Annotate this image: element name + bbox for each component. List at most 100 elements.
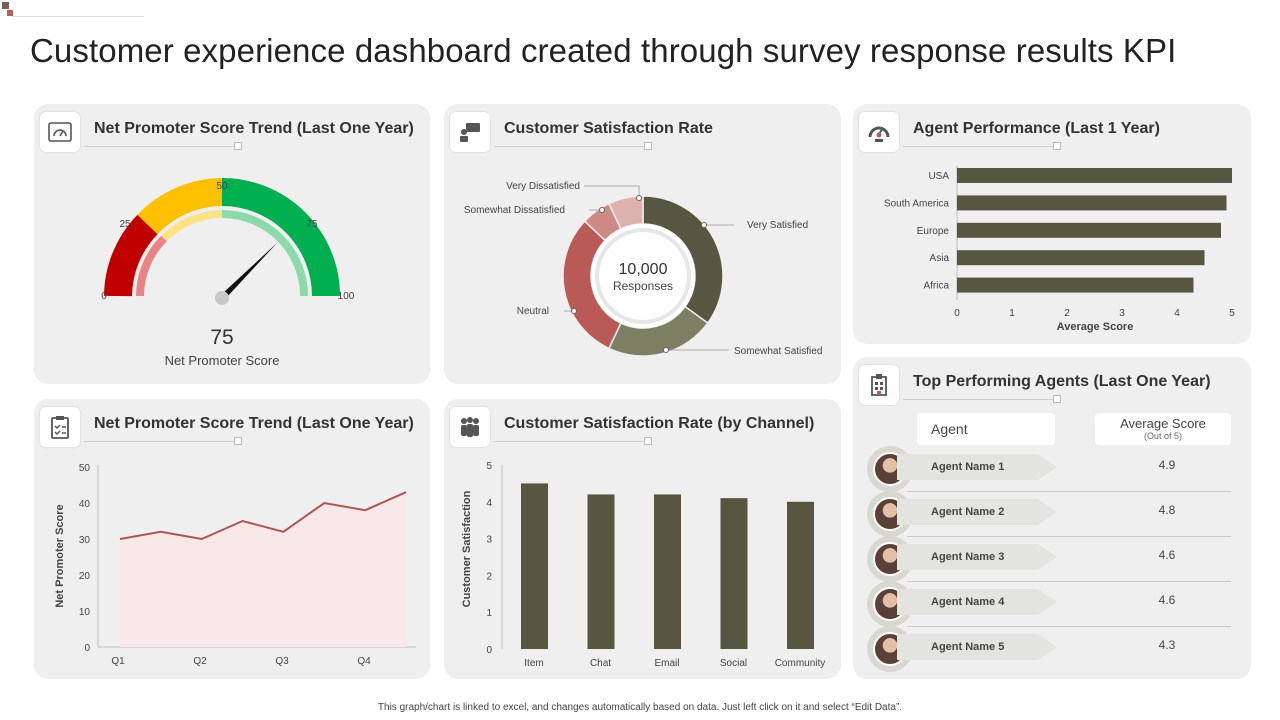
agent-name: Agent Name 1	[897, 454, 1057, 480]
nps-trend-card: Net Promoter Score Trend (Last One Year)…	[34, 399, 430, 679]
line-ytick-4: 40	[79, 499, 91, 510]
agent-row: Agent Name 3 4.6	[867, 534, 1231, 582]
speedometer-icon	[859, 112, 899, 152]
nps-gauge-card: Net Promoter Score Trend (Last One Year)…	[34, 104, 430, 384]
vbar-label-2: Email	[654, 658, 679, 669]
gauge-segment-green	[221, 178, 340, 297]
line-ytick-1: 10	[79, 607, 91, 618]
donut-label-very-satisfied: Very Satisfied	[747, 220, 808, 231]
agent-performance-card: Agent Performance (Last 1 Year) USA South…	[853, 104, 1251, 344]
agent-score: 4.3	[1158, 638, 1176, 652]
gauge-segment-yellow	[137, 178, 223, 235]
agent-score: 4.9	[1158, 458, 1176, 472]
agent-score: 4.6	[1158, 593, 1176, 607]
hbar-0	[957, 168, 1232, 183]
csat-donut-title: Customer Satisfaction Rate	[504, 120, 713, 137]
vbar-1	[587, 494, 615, 649]
people-icon	[450, 407, 490, 447]
hbar-label-3: Asia	[930, 253, 950, 264]
corner-divider	[12, 16, 144, 17]
line-xtick-0: Q1	[111, 656, 125, 667]
csat-channel-title: Customer Satisfaction Rate (by Channel)	[504, 415, 815, 432]
agent-performance-title: Agent Performance (Last 1 Year)	[913, 120, 1160, 137]
vbar-ytick-5: 5	[486, 461, 492, 472]
top-agents-title: Top Performing Agents (Last One Year)	[913, 373, 1211, 390]
vbar-0	[521, 483, 548, 649]
nps-trend-line	[119, 491, 407, 541]
hbar-xtick-1: 1	[1009, 308, 1015, 319]
hbar-2	[957, 222, 1221, 238]
hbar-label-0: USA	[928, 171, 949, 182]
hbar-4	[957, 277, 1194, 293]
gauge-icon	[40, 112, 80, 152]
agent-row: Agent Name 2 4.8	[867, 489, 1231, 537]
agent-row: Agent Name 5 4.3	[867, 624, 1231, 672]
gauge-segment-red	[104, 214, 158, 297]
csat-donut-card: Customer Satisfaction Rate 10,000 Respon…	[444, 104, 841, 384]
nps-caption: Net Promoter Score	[165, 353, 280, 368]
hbar-1	[957, 195, 1227, 211]
vbar-label-1: Chat	[590, 658, 611, 669]
agent-score: 4.8	[1158, 503, 1176, 517]
top-agents-card: Top Performing Agents (Last One Year) Ag…	[853, 357, 1251, 679]
donut-label-very-dissatisfied: Very Dissatisfied	[506, 181, 580, 192]
vbar-4	[787, 501, 814, 649]
page-title: Customer experience dashboard created th…	[30, 32, 1177, 69]
line-ytick-3: 30	[79, 535, 91, 546]
vbar-ytick-1: 1	[486, 608, 492, 619]
hbar-label-2: Europe	[917, 226, 950, 237]
donut-label-neutral: Neutral	[517, 306, 549, 317]
agent-name: Agent Name 5	[897, 634, 1057, 660]
agent-row: Agent Name 1 4.9	[867, 444, 1231, 492]
hbar-xtick-0: 0	[954, 308, 960, 319]
nps-trend-area	[120, 492, 406, 647]
agent-name: Agent Name 3	[897, 544, 1057, 570]
hbar-xtick-3: 3	[1119, 308, 1125, 319]
line-xtick-1: Q2	[193, 656, 207, 667]
gauge-tick-50: 50	[216, 181, 228, 192]
gauge-needle-shape	[219, 242, 278, 301]
vbar-3	[720, 498, 748, 649]
csat-channel-card: Customer Satisfaction Rate (by Channel) …	[444, 399, 841, 679]
line-ytick-0: 0	[84, 643, 90, 654]
footer-note: This graph/chart is linked to excel, and…	[377, 702, 903, 713]
csat-channel-ylabel: Customer Satisfaction	[461, 490, 473, 607]
building-icon	[859, 365, 899, 405]
vbar-ytick-2: 2	[486, 571, 492, 582]
agent-column-label: Agent	[931, 421, 968, 437]
nps-trend-title: Net Promoter Score Trend (Last One Year)	[94, 415, 414, 432]
agent-row: Agent Name 4 4.6	[867, 579, 1231, 627]
gauge-tick-100: 100	[338, 291, 355, 302]
title-underline	[903, 395, 1061, 403]
nps-gauge-chart: 0 25 50 75 100 75 Net Promoter Score	[101, 178, 355, 368]
gauge-tick-0: 0	[101, 291, 107, 302]
title-underline	[84, 142, 242, 150]
line-xtick-3: Q4	[357, 656, 371, 667]
agent-column-header: Agent	[917, 413, 1055, 445]
nps-trend-ylabel: Net Promoter Score	[54, 504, 66, 607]
vbar-ytick-3: 3	[486, 535, 492, 546]
donut-center-value: 10,000	[619, 261, 668, 278]
line-xtick-2: Q3	[275, 656, 289, 667]
nps-gauge-title: Net Promoter Score Trend (Last One Year)	[94, 120, 414, 137]
title-underline	[494, 142, 652, 150]
hbar-label-1: South America	[884, 198, 949, 209]
gauge-tick-75: 75	[306, 219, 318, 230]
vbar-ytick-4: 4	[486, 498, 492, 509]
vbar-label-4: Community	[775, 658, 826, 669]
title-underline	[903, 142, 1061, 150]
nps-value: 75	[210, 326, 233, 349]
score-column-sublabel: (Out of 5)	[1143, 431, 1182, 441]
clipboard-icon	[40, 407, 80, 447]
agent-name: Agent Name 4	[897, 589, 1057, 615]
csat-channel-chart: 0 1 2 3 4 5 Item Chat Email Social Community Cust…	[461, 461, 826, 669]
vbar-label-3: Social	[720, 658, 747, 669]
vbar-2	[654, 494, 681, 649]
agent-score: 4.6	[1158, 548, 1176, 562]
donut-center-label: Responses	[613, 279, 673, 293]
gauge-tick-25: 25	[119, 219, 131, 230]
hbar-xtick-4: 4	[1174, 308, 1180, 319]
hbar-xtick-5: 5	[1229, 308, 1235, 319]
